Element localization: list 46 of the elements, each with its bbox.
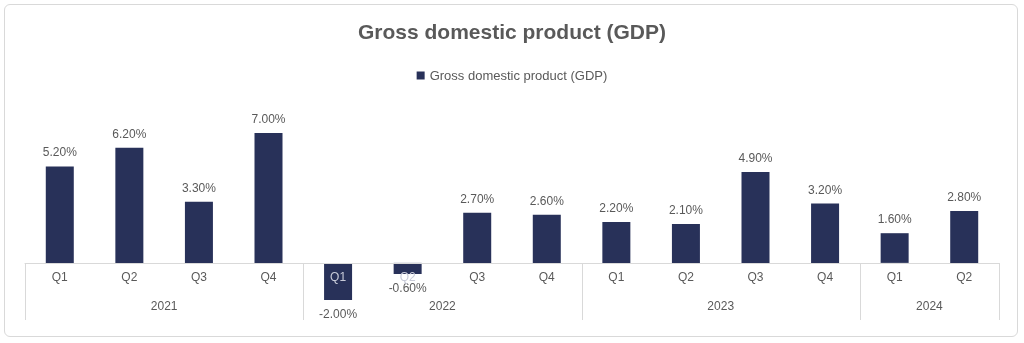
annotation: 2022: [429, 299, 457, 313]
bar: [741, 171, 770, 263]
bar: [811, 203, 840, 263]
x-tick-label: Q3: [469, 270, 486, 284]
x-tick-label: Q3: [747, 270, 764, 284]
x-tick-label: Q3: [190, 270, 208, 284]
data-label: 2.60%: [529, 193, 565, 208]
x-tick-label: Q1: [886, 270, 903, 284]
x-tick-label: Q2: [677, 270, 695, 284]
bar: [671, 223, 700, 263]
data-label: 2.80%: [947, 189, 982, 204]
x-tick-label: Q4: [538, 270, 556, 284]
data-label: -2.00%: [319, 307, 358, 321]
x-tick-label: Q4: [260, 270, 277, 284]
bar: [602, 222, 631, 263]
x-tick-label: Q1: [51, 270, 69, 284]
data-label: 3.20%: [808, 182, 843, 197]
data-label: 6.20%: [112, 126, 147, 141]
x-tick-label: Q1: [608, 270, 625, 284]
data-label: 7.00%: [251, 112, 286, 126]
x-tick-label: Q4: [817, 270, 834, 284]
x-tick-label: Q1: [330, 270, 347, 284]
bar: [463, 212, 492, 263]
x-tick-label: Q2: [121, 270, 138, 284]
annotation: 2021: [150, 299, 178, 313]
legend-label: Gross domestic product (GDP): [429, 68, 608, 83]
data-label: 1.60%: [877, 212, 912, 227]
bar: [880, 233, 909, 263]
data-label: 2.10%: [668, 202, 704, 217]
chart-title: Gross domestic product (GDP): [357, 20, 667, 43]
data-label: 3.30%: [181, 180, 217, 195]
bar: [45, 166, 74, 263]
data-label: -0.60%: [388, 281, 427, 296]
bar: [254, 133, 283, 263]
bar: [184, 201, 213, 263]
bar: [950, 210, 979, 263]
data-label: 5.20%: [42, 145, 78, 160]
bar: [532, 214, 561, 263]
bar: [115, 147, 144, 263]
data-label: 2.20%: [599, 201, 634, 216]
annotation: 2024: [916, 299, 944, 313]
data-label: 4.90%: [738, 150, 773, 165]
data-label: 2.70%: [460, 191, 495, 206]
x-tick-label: Q2: [399, 270, 416, 284]
annotation: 2023: [707, 299, 735, 313]
x-tick-label: Q2: [956, 270, 973, 284]
